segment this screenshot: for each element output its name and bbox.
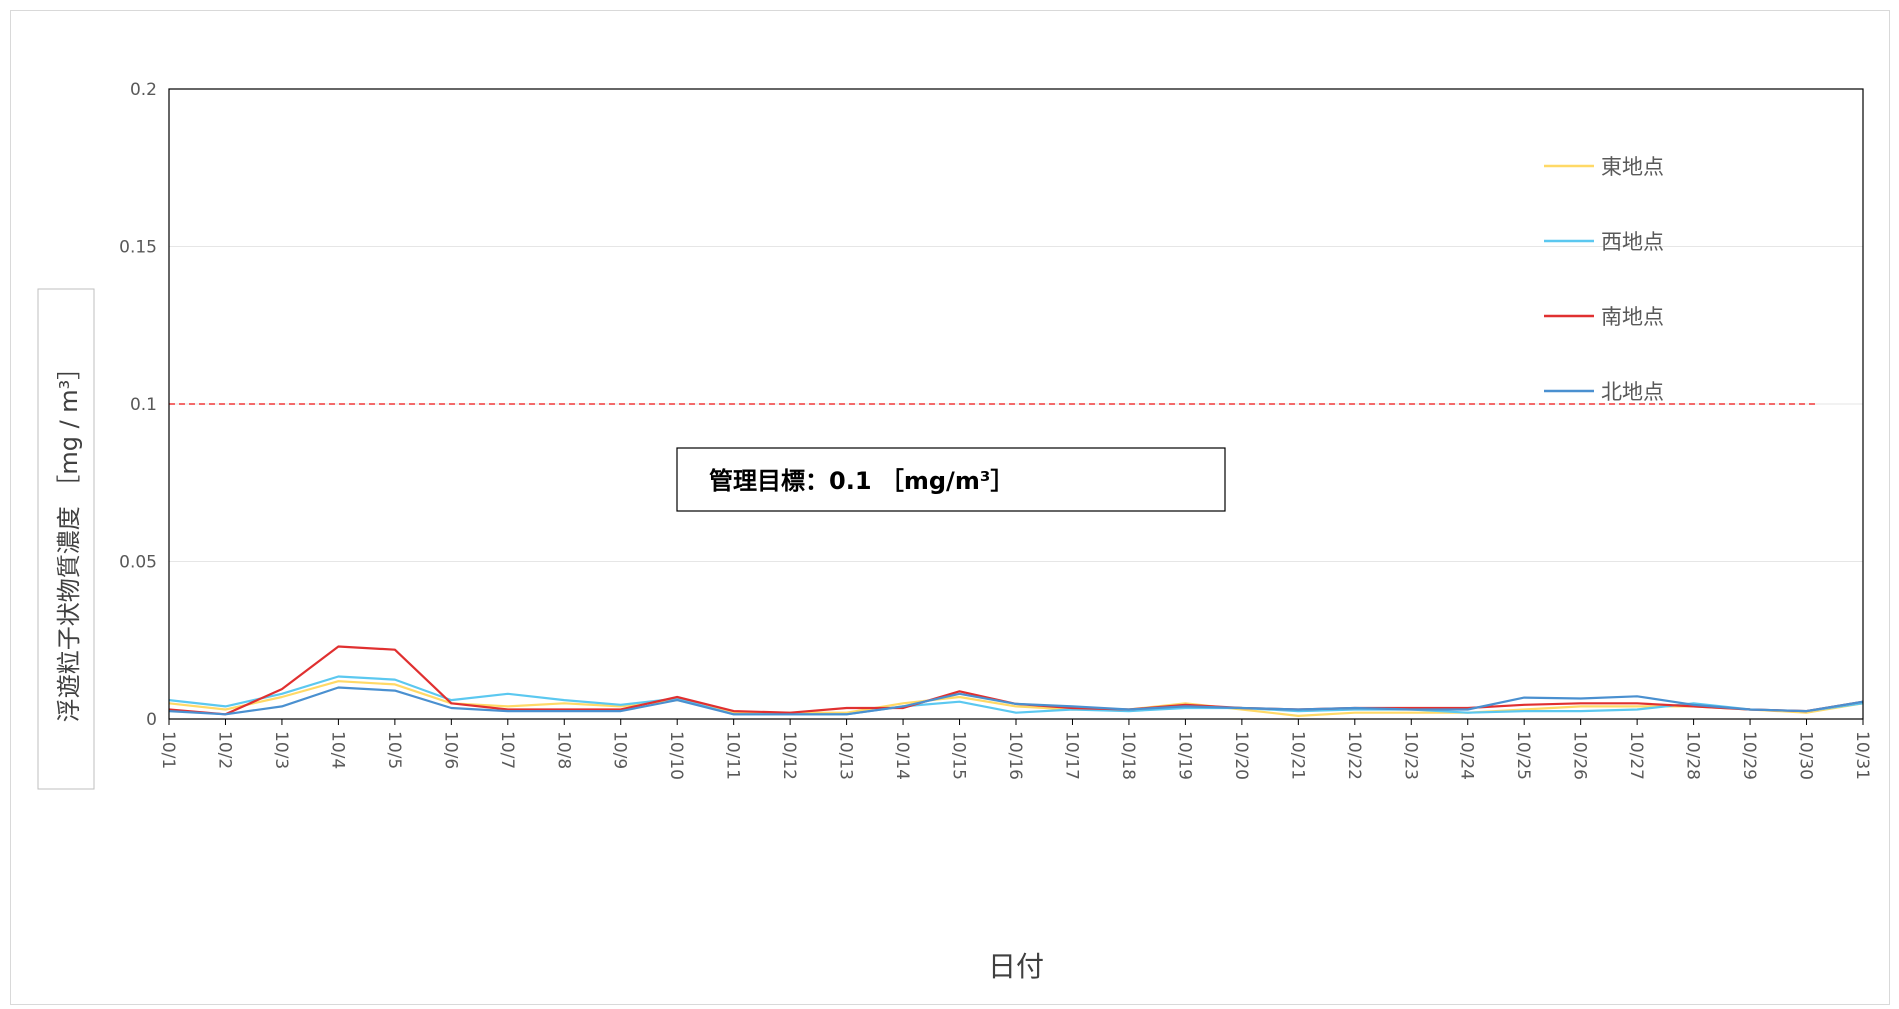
series-lines xyxy=(168,645,1864,718)
x-tick-label: 10/24 xyxy=(1457,731,1477,780)
x-tick-label: 10/23 xyxy=(1400,731,1420,780)
target-label: 管理目標：0.1 ［mg/m³］ xyxy=(709,467,1014,495)
plot-area-border xyxy=(168,88,1864,720)
chart-canvas: 0 0.05 0.1 0.15 0.2 10/1 10/2 10/3 10/4 10/5 10/6… xyxy=(37,80,1872,983)
x-tick-label: 10/14 xyxy=(892,731,912,780)
legend-label: 北地点 xyxy=(1601,380,1664,404)
legend-label: 西地点 xyxy=(1601,230,1664,254)
y-tick-label: 0.1 xyxy=(130,395,157,415)
x-tick-label: 10/26 xyxy=(1570,731,1590,780)
y-tick-labels: 0 0.05 0.1 0.15 0.2 xyxy=(119,80,157,730)
x-tick-label: 10/6 xyxy=(440,731,460,769)
x-tick-label: 10/15 xyxy=(949,731,969,780)
legend-label: 南地点 xyxy=(1601,305,1664,329)
x-tick-label: 10/30 xyxy=(1796,731,1816,780)
target-label-box xyxy=(676,447,1226,512)
x-tick-label: 10/10 xyxy=(666,731,686,780)
x-tick-label: 10/18 xyxy=(1118,731,1138,780)
x-tick-label: 10/3 xyxy=(271,731,291,769)
target-line-group: 管理目標：0.1 ［mg/m³］ xyxy=(169,403,1819,512)
y-tick-label: 0 xyxy=(146,710,157,730)
chart-frame: 0 0.05 0.1 0.15 0.2 10/1 10/2 10/3 10/4 10/5 10/6… xyxy=(10,10,1890,1005)
x-axis-title: 日付 xyxy=(988,950,1044,983)
x-tick-label: 10/29 xyxy=(1739,731,1759,780)
x-tick-label: 10/8 xyxy=(553,731,573,769)
x-tick-label: 10/5 xyxy=(384,731,404,769)
x-tick-label: 10/4 xyxy=(327,731,347,769)
x-tick-label: 10/17 xyxy=(1061,731,1081,780)
x-tick-label: 10/27 xyxy=(1626,731,1646,780)
x-tick-label: 10/21 xyxy=(1287,731,1307,780)
x-tick-label: 10/28 xyxy=(1683,731,1703,780)
y-axis-title-box xyxy=(37,288,95,790)
x-tick-label: 10/12 xyxy=(779,731,799,780)
x-tick-label: 10/31 xyxy=(1852,731,1872,780)
axis-titles: 日付 浮遊粒子状物質濃度 ［mg / m³］ xyxy=(37,288,1044,983)
x-tick-label: 10/11 xyxy=(723,731,743,780)
x-tick-label: 10/7 xyxy=(497,731,517,769)
x-tick-label: 10/13 xyxy=(836,731,856,780)
series-line-4 xyxy=(168,686,1864,716)
x-tick-label: 10/20 xyxy=(1231,731,1251,780)
x-tick-label: 10/22 xyxy=(1344,731,1364,780)
x-tick-labels: 10/1 10/2 10/3 10/4 10/5 10/6 10/7 10/8 10/9 10/1… xyxy=(158,719,1872,780)
x-tick-label: 10/25 xyxy=(1513,731,1533,780)
x-tick-label: 10/1 xyxy=(158,731,178,769)
x-tick-label: 10/16 xyxy=(1005,731,1025,780)
y-tick-label: 0.05 xyxy=(119,553,157,573)
x-tick-label: 10/9 xyxy=(610,731,630,769)
x-tick-label: 10/2 xyxy=(214,731,234,769)
y-axis-title: 浮遊粒子状物質濃度 ［mg / m³］ xyxy=(55,356,83,723)
series-line-2 xyxy=(168,675,1864,716)
x-tick-label: 10/19 xyxy=(1174,731,1194,780)
y-tick-label: 0.15 xyxy=(119,238,157,258)
y-tick-label: 0.2 xyxy=(130,80,157,100)
legend-label: 東地点 xyxy=(1601,155,1664,179)
